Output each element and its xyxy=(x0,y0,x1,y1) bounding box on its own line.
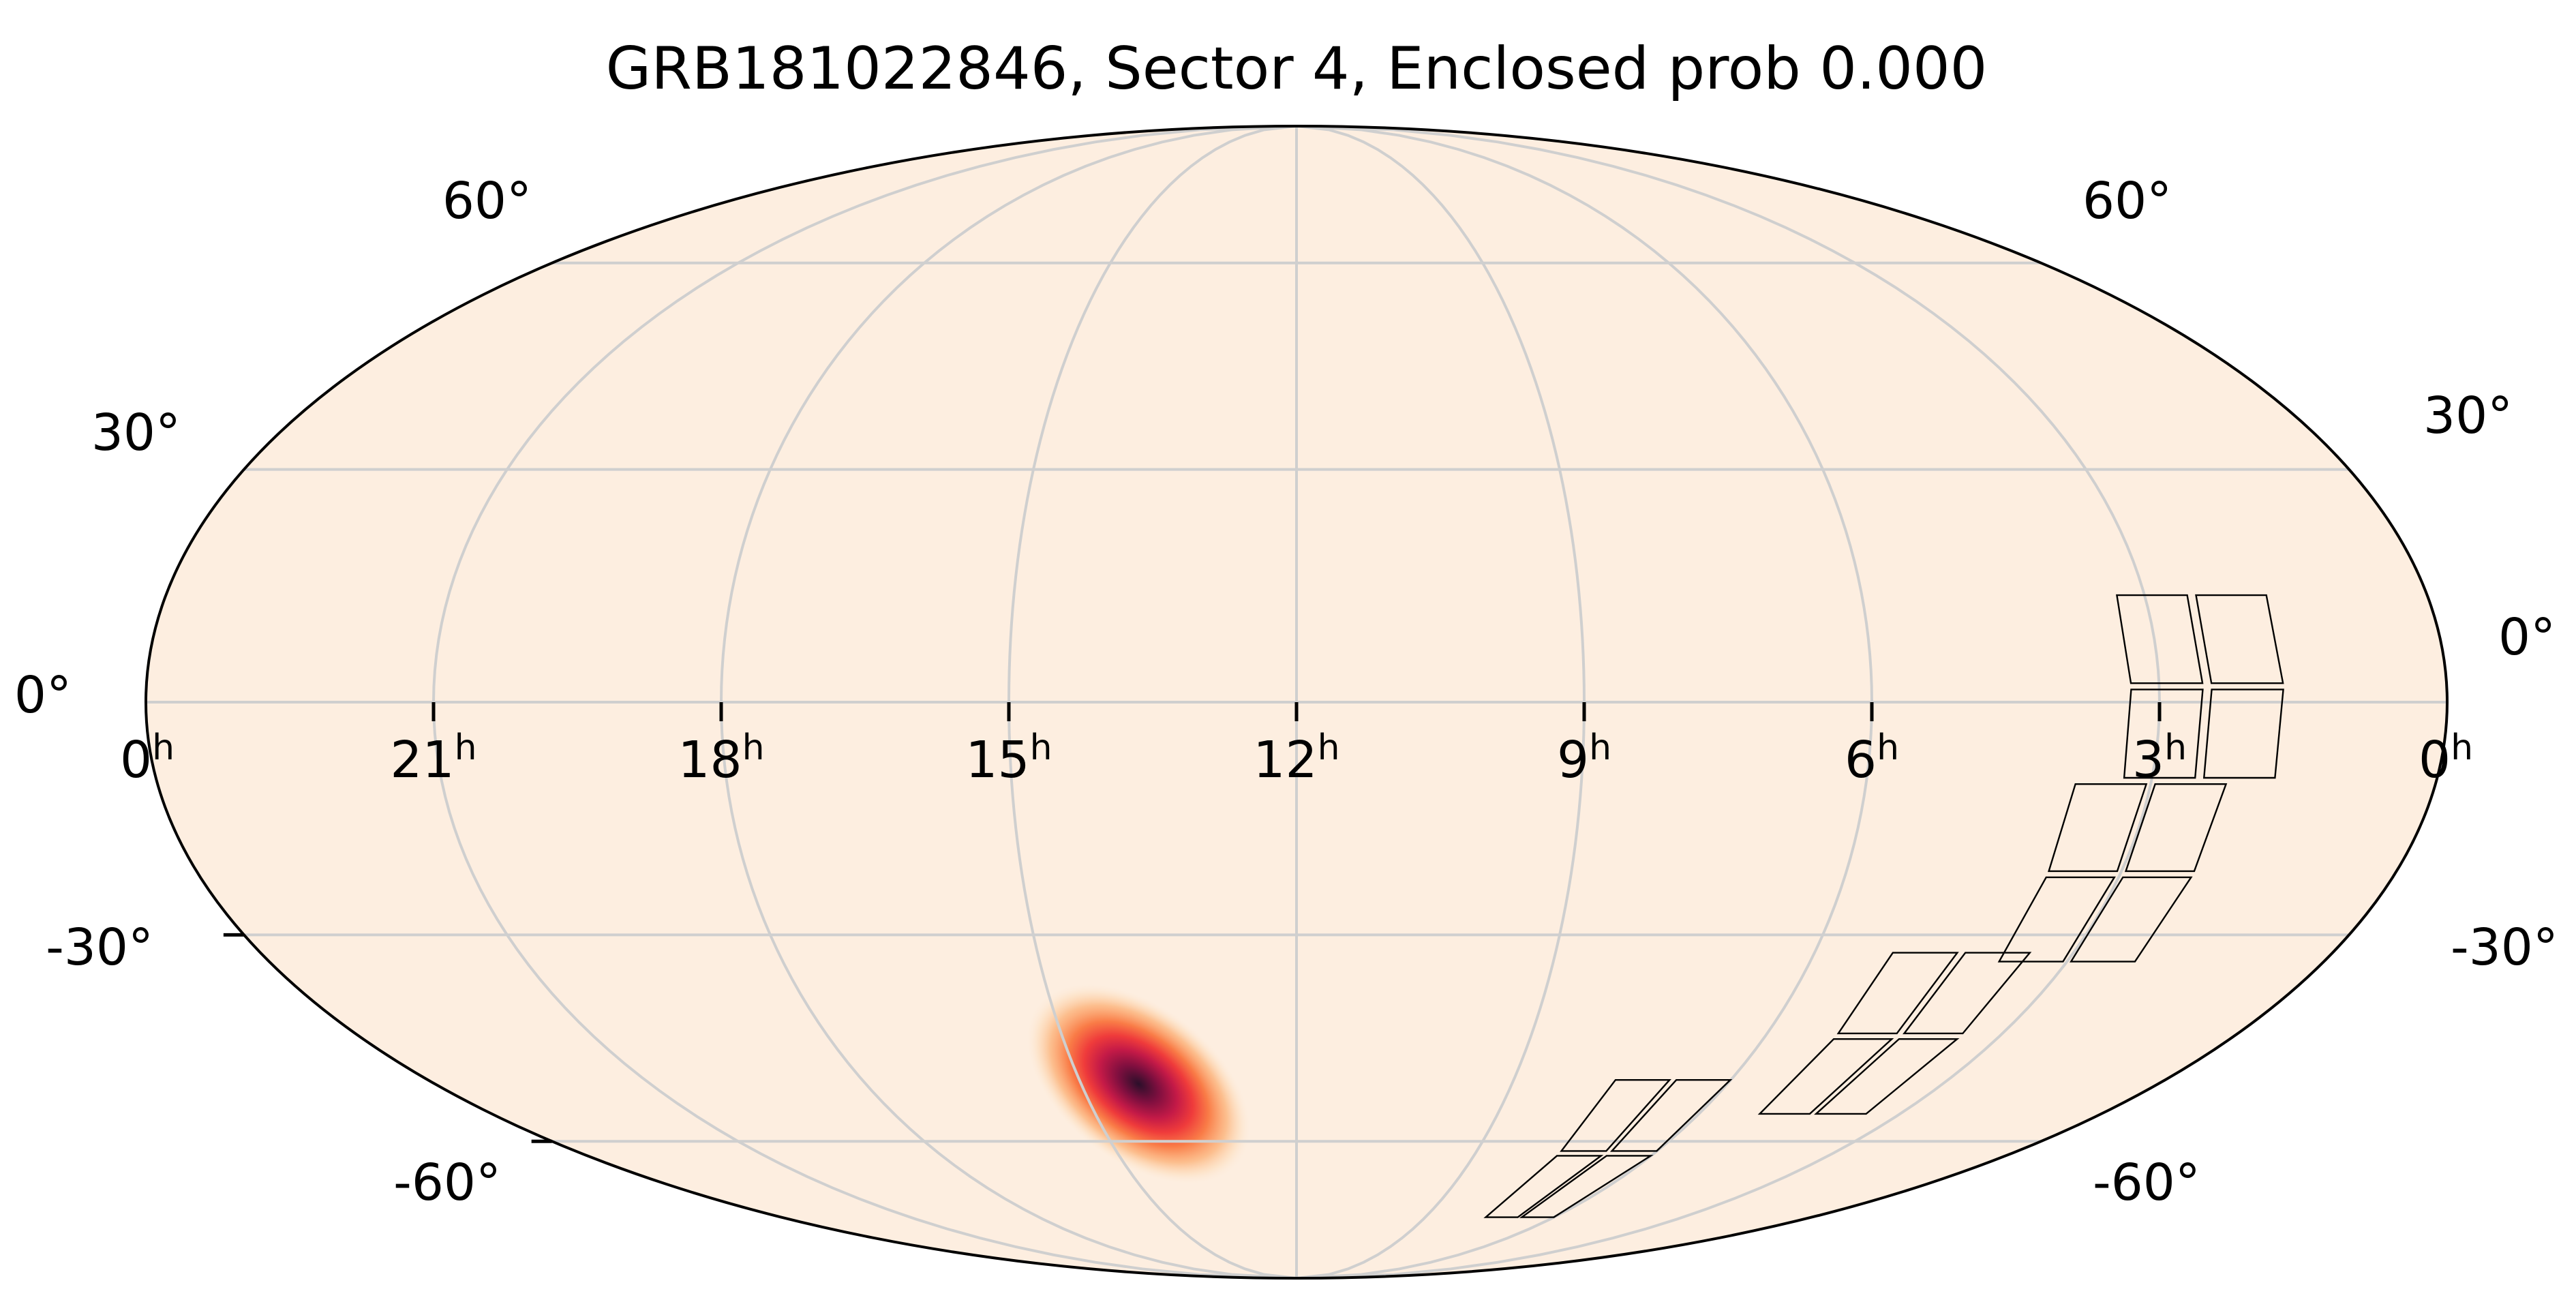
dec-tick-label-right: 0° xyxy=(2498,608,2556,667)
ccd-footprint xyxy=(1560,1078,1671,1152)
dec-tick-label-left: 30° xyxy=(91,404,181,462)
dec-tick-label-left: 60° xyxy=(442,172,532,230)
dec-tick-label-left: 0° xyxy=(14,666,72,725)
ra-tick-label: 6h xyxy=(1845,727,1899,789)
dec-tick-label-right: -60° xyxy=(2093,1153,2200,1212)
ccd-footprint xyxy=(2070,876,2193,963)
ccd-footprint xyxy=(1483,1155,1604,1218)
chart-title: GRB181022846, Sector 4, Enclosed prob 0.… xyxy=(606,35,1988,103)
ccd-footprint xyxy=(1997,876,2116,963)
ccd-footprint xyxy=(2124,783,2228,873)
axis-ticks: 0h 21h 18h 15h 12h 9h 6h 3h 0h 60° 30° 0° -30° -60° 60… xyxy=(14,172,2558,1212)
dec-tick-label-right: 30° xyxy=(2423,387,2513,445)
ra-tick-label: 9h xyxy=(1557,727,1611,789)
ccd-footprint xyxy=(2123,689,2204,779)
probability-heatmap xyxy=(1025,983,1252,1185)
dec-tick-label-left: -30° xyxy=(46,918,153,977)
ra-tick-label: 0h xyxy=(2419,727,2473,789)
ra-tick-label: 21h xyxy=(390,727,476,789)
ccd-footprint xyxy=(1609,1078,1733,1152)
ccd-footprint xyxy=(2116,594,2204,684)
ccd-footprint xyxy=(1519,1155,1654,1218)
ccd-footprint xyxy=(1814,1038,1960,1115)
dec-tick-label-left: -60° xyxy=(393,1153,501,1212)
map-boundary xyxy=(145,125,2449,1280)
ra-tick-label: 12h xyxy=(1253,727,1339,789)
dec-tick-label-right: 60° xyxy=(2082,172,2172,230)
ccd-footprint xyxy=(1903,952,2032,1035)
tess-footprint xyxy=(1483,594,2284,1218)
ra-tick-label: 15h xyxy=(965,727,1052,789)
probability-blob xyxy=(1025,983,1252,1185)
ccd-footprint xyxy=(2195,594,2284,684)
ccd-footprint xyxy=(2047,783,2148,873)
ccd-footprint xyxy=(2202,689,2284,779)
ccd-footprint xyxy=(1836,952,1959,1035)
ra-tick-label: 0h xyxy=(120,727,175,789)
dec-tick-label-right: -30° xyxy=(2451,918,2558,977)
ra-tick-label: 18h xyxy=(678,727,764,789)
ccd-footprint xyxy=(1757,1038,1894,1115)
ra-tick-label: 3h xyxy=(2132,727,2187,789)
